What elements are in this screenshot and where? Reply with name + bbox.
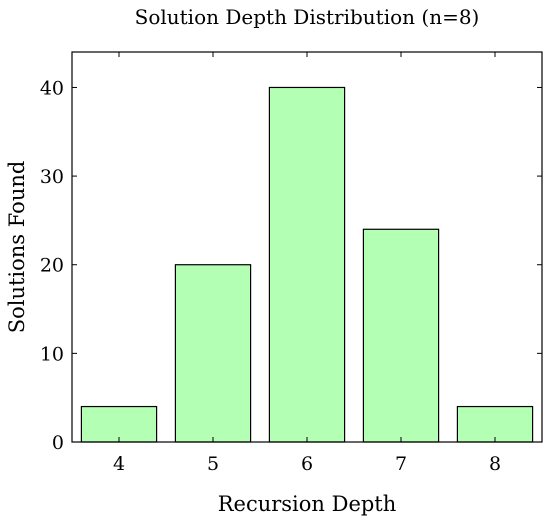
x-tick-label: 6: [301, 453, 313, 475]
y-tick-label: 10: [40, 343, 64, 365]
bar-depth-8: [456, 405, 534, 443]
bar-depth-6: [268, 86, 346, 443]
x-axis-label: Recursion Depth: [218, 492, 397, 516]
bar-depth-4: [80, 405, 158, 443]
y-tick-label: 30: [40, 166, 64, 188]
y-tick-label: 40: [40, 77, 64, 99]
x-tick-label: 5: [207, 453, 219, 475]
bar-depth-7: [362, 228, 440, 443]
plot-frame: [71, 51, 543, 443]
bar-depth-5: [174, 264, 252, 443]
y-tick-label: 0: [52, 432, 64, 454]
x-tick-label: 7: [395, 453, 407, 475]
y-tick-label: 20: [40, 255, 64, 277]
x-tick-label: 4: [113, 453, 125, 475]
chart-title: Solution Depth Distribution (n=8): [135, 5, 480, 29]
bars-group: [80, 86, 534, 443]
ticks-group: 4 5 6 7 8 0 10 20 30 40: [40, 52, 542, 475]
y-axis-label: Solutions Found: [5, 161, 29, 334]
x-tick-label: 8: [489, 453, 501, 475]
